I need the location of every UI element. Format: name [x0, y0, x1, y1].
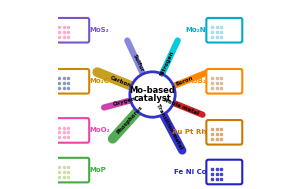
Text: Boron: Boron: [175, 76, 194, 87]
Text: MoP: MoP: [89, 167, 106, 173]
Text: Fe Ni Co: Fe Ni Co: [174, 169, 206, 175]
Text: Ru Pt Rh: Ru Pt Rh: [172, 129, 206, 135]
Text: Oxygen: Oxygen: [113, 97, 136, 108]
FancyBboxPatch shape: [53, 118, 89, 143]
Text: Noble metal: Noble metal: [163, 97, 200, 115]
FancyBboxPatch shape: [206, 18, 242, 43]
Text: catalyst: catalyst: [134, 94, 171, 103]
FancyBboxPatch shape: [206, 69, 242, 94]
Text: Sulfur: Sulfur: [132, 54, 144, 73]
Text: Mo₂N: Mo₂N: [186, 27, 206, 33]
Text: MoS₂: MoS₂: [89, 27, 109, 33]
Text: Carbon: Carbon: [109, 75, 132, 88]
FancyBboxPatch shape: [53, 18, 89, 43]
Text: Mo₂C: Mo₂C: [89, 78, 109, 84]
FancyBboxPatch shape: [206, 160, 242, 184]
Text: MoB₂: MoB₂: [186, 78, 206, 84]
FancyBboxPatch shape: [53, 69, 89, 94]
Text: Transition metal: Transition metal: [156, 103, 184, 150]
Text: MoO₂: MoO₂: [89, 127, 110, 133]
FancyBboxPatch shape: [206, 120, 242, 145]
Text: Nitrogen: Nitrogen: [159, 50, 175, 77]
Circle shape: [130, 72, 175, 117]
Text: Mo-based: Mo-based: [130, 86, 175, 95]
Text: Phosphorus: Phosphorus: [116, 105, 144, 135]
FancyBboxPatch shape: [53, 158, 89, 182]
